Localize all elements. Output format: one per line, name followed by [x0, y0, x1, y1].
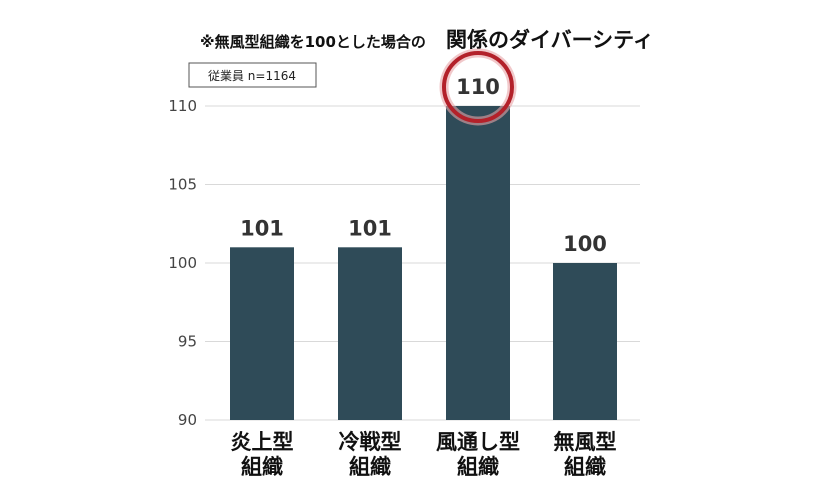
bar-value-label: 101: [240, 216, 284, 240]
sample-size-label: 従業員 n=1164: [208, 69, 296, 83]
bars: [230, 106, 617, 420]
y-tick-label: 110: [168, 97, 197, 115]
highlight-ring: [442, 51, 514, 123]
category-label: 組織: [457, 455, 499, 479]
highlight: [439, 48, 517, 126]
bar: [230, 247, 294, 420]
y-tick-label: 95: [178, 333, 197, 351]
category-label: 組織: [564, 455, 606, 479]
data-labels: 101 101 110 100: [240, 75, 607, 256]
category-label: 風通し型: [436, 430, 520, 454]
y-tick-label: 90: [178, 411, 197, 429]
sample-size-box: [188, 62, 317, 88]
bar: [446, 106, 510, 420]
category-label: 組織: [349, 455, 391, 479]
bar-value-label: 100: [563, 232, 607, 256]
y-axis-ticks: 90 95 100 105 110: [168, 97, 197, 429]
bar-value-label: 101: [348, 216, 392, 240]
bar: [338, 247, 402, 420]
bar: [553, 263, 617, 420]
category-label: 炎上型: [231, 430, 294, 454]
chart-title: 関係のダイバーシティ: [446, 28, 654, 52]
chart-title-note: ※無風型組織を100とした場合の: [200, 33, 426, 51]
category-label: 冷戦型: [339, 430, 402, 454]
category-label: 無風型: [554, 430, 617, 454]
category-label: 組織: [241, 455, 283, 479]
y-tick-label: 105: [168, 176, 197, 194]
bar-value-label: 110: [456, 75, 500, 99]
y-tick-label: 100: [168, 254, 197, 272]
